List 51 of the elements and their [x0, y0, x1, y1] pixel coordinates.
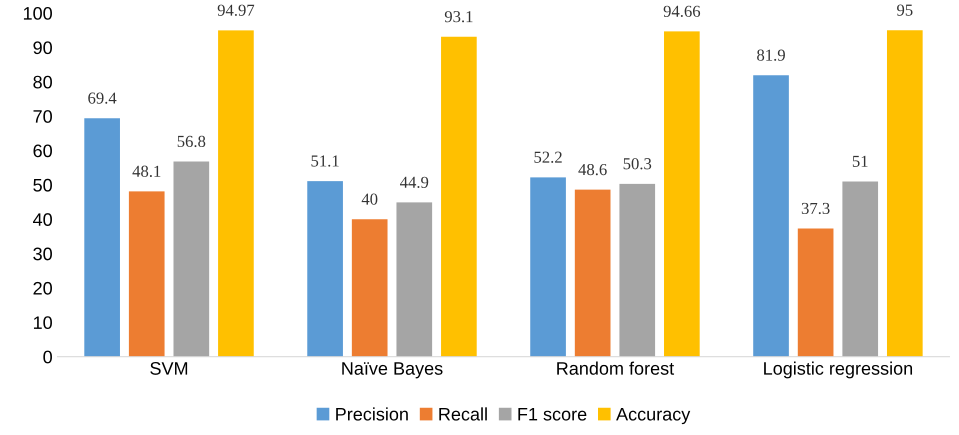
y-tick-label: 100: [24, 6, 52, 20]
data-label: 94.66: [664, 6, 700, 17]
y-tick-label: 90: [33, 41, 52, 54]
data-label: 94.97: [218, 4, 254, 16]
y-tick-label: 30: [33, 248, 52, 260]
y-tick-label: 10: [34, 316, 52, 330]
legend-label: Accuracy: [616, 408, 690, 424]
bar: [530, 177, 566, 357]
data-label: 44.9: [400, 176, 428, 188]
y-tick-label: 0: [43, 350, 52, 364]
bar: [396, 202, 432, 357]
bar: [84, 118, 120, 357]
bar: [441, 36, 477, 357]
data-label: 93.1: [444, 11, 472, 22]
y-tick-label: 60: [34, 144, 52, 158]
legend-label: Recall: [439, 407, 487, 421]
x-tick-label: Logistic regression: [764, 362, 912, 378]
x-tick-label: Naïve Bayes: [342, 362, 443, 378]
bar: [128, 191, 165, 357]
data-label: 40: [362, 193, 378, 205]
data-label: 95: [897, 4, 912, 16]
x-tick-label: Random forest: [557, 362, 674, 375]
bar: [352, 219, 388, 357]
bar: [307, 181, 343, 357]
data-label: 51.1: [311, 155, 339, 167]
bar: [173, 162, 210, 357]
bar: [574, 190, 610, 357]
x-tick-label: SVM: [150, 362, 188, 375]
bar: [798, 228, 834, 357]
bar: [753, 75, 789, 357]
legend-label: Precision: [336, 407, 408, 421]
bar: [218, 30, 254, 357]
data-label: 48.1: [132, 166, 160, 177]
y-tick-label: 40: [33, 213, 52, 226]
y-tick-label: 50: [33, 178, 52, 192]
legend-label: F1 score: [518, 408, 586, 421]
data-label: 51: [852, 156, 868, 167]
data-label: 81.9: [757, 50, 785, 61]
bar: [886, 30, 923, 357]
bar: [842, 181, 878, 357]
data-label: 69.4: [88, 92, 116, 104]
y-tick-label: 20: [34, 282, 52, 295]
data-label: 56.8: [178, 136, 206, 148]
y-tick-label: 80: [33, 76, 52, 88]
data-label: 37.3: [802, 202, 830, 214]
bar: [664, 31, 700, 357]
data-label: 52.2: [534, 152, 562, 163]
data-label: 50.3: [624, 158, 652, 170]
y-tick-label: 70: [34, 110, 52, 123]
data-label: 48.6: [578, 164, 607, 176]
bar: [619, 184, 656, 357]
